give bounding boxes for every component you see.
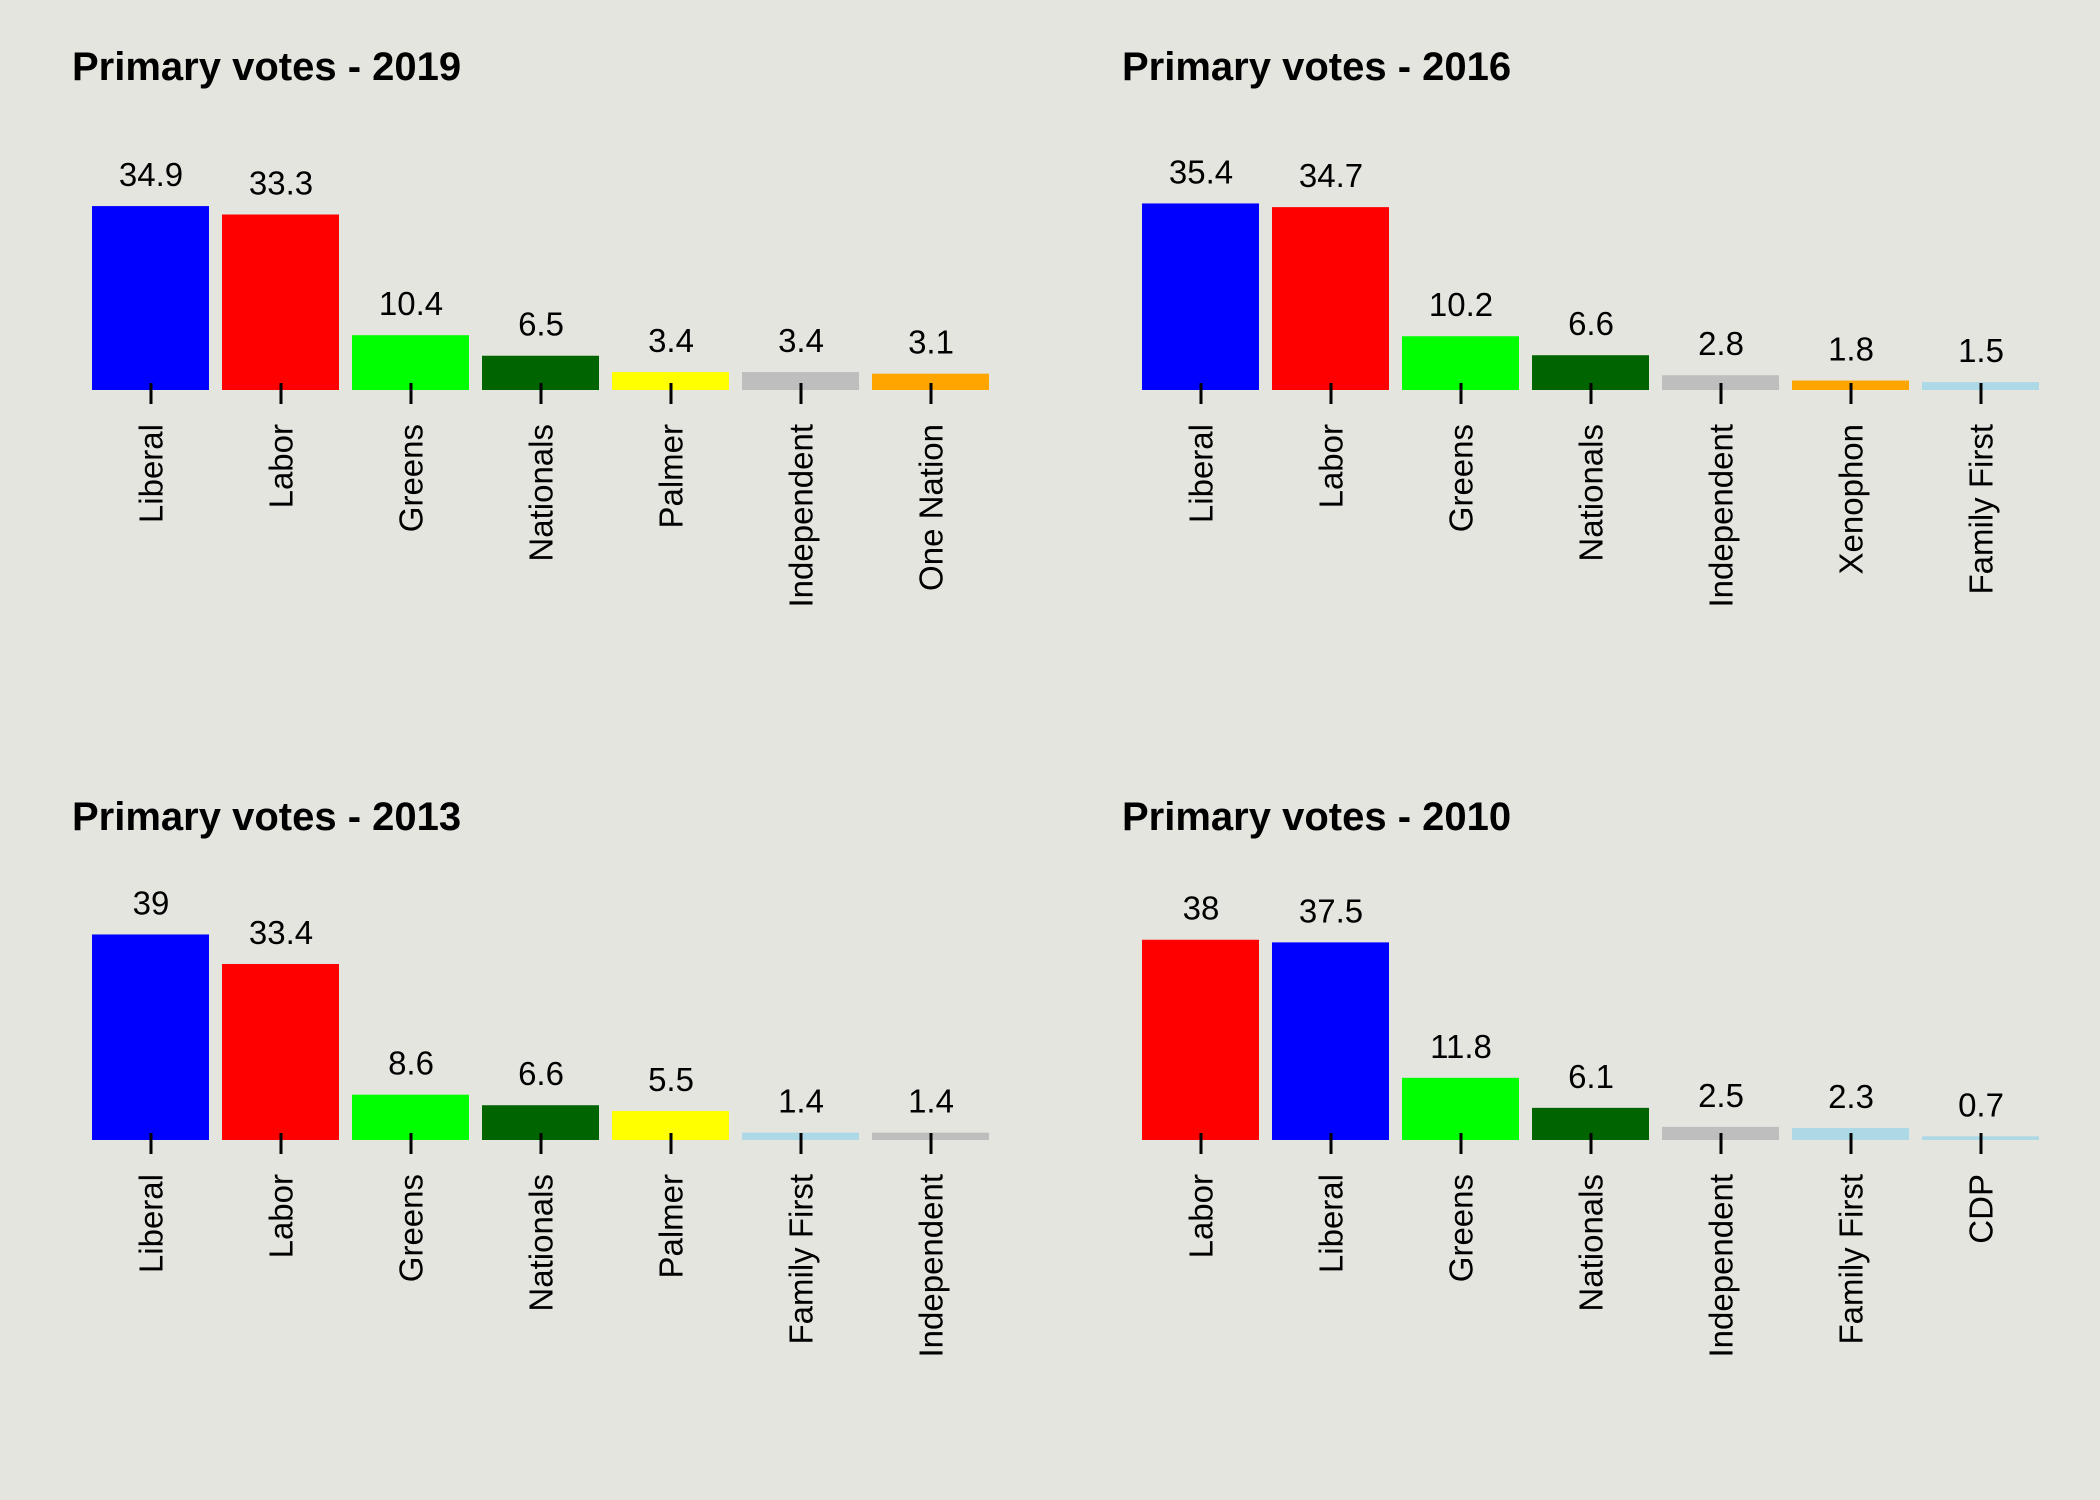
x-tick-label: Liberal xyxy=(133,424,170,523)
data-label: 2.8 xyxy=(1698,325,1744,362)
data-label: 1.4 xyxy=(908,1083,954,1120)
data-label: 3.4 xyxy=(648,322,694,359)
chart-title: Primary votes - 2016 xyxy=(1122,45,1511,89)
data-label: 5.5 xyxy=(648,1061,694,1098)
bar-palmer xyxy=(612,372,729,390)
x-tick-label: Liberal xyxy=(1183,424,1220,523)
x-tick-label: One Nation xyxy=(913,424,950,591)
data-label: 1.8 xyxy=(1828,331,1874,368)
bar-greens xyxy=(1402,1077,1519,1140)
x-tick-label: Nationals xyxy=(523,424,560,562)
x-tick-label: Independent xyxy=(783,424,820,608)
x-tick-label: Greens xyxy=(393,424,430,532)
bar-liberal xyxy=(1272,942,1389,1140)
data-label: 6.6 xyxy=(1568,305,1614,342)
bar-greens xyxy=(352,1094,469,1140)
x-tick-label: Palmer xyxy=(653,424,690,529)
bar-labor xyxy=(1142,939,1259,1140)
data-label: 8.6 xyxy=(388,1045,434,1082)
x-tick-label: Nationals xyxy=(1573,424,1610,562)
chart-title: Primary votes - 2019 xyxy=(72,45,461,89)
data-label: 35.4 xyxy=(1169,153,1233,190)
data-label: 2.3 xyxy=(1828,1078,1874,1115)
data-label: 34.7 xyxy=(1299,157,1363,194)
x-tick-label: Palmer xyxy=(653,1174,690,1279)
x-tick-label: Family First xyxy=(783,1174,820,1344)
x-tick-label: Greens xyxy=(1443,1174,1480,1282)
x-tick-label: Independent xyxy=(913,1174,950,1358)
x-tick-label: Labor xyxy=(263,1174,300,1258)
data-label: 37.5 xyxy=(1299,892,1363,929)
data-label: 6.5 xyxy=(518,306,564,343)
bar-labor xyxy=(222,214,339,390)
chart-panel-2: Primary votes - 2016 35.4 Liberal 34.7 Labor… xyxy=(1122,45,2039,608)
x-tick-label: Independent xyxy=(1703,1174,1740,1358)
chart-panel-4: Primary votes - 2010 38 Labor 37.5 Liberal 11… xyxy=(1122,795,2039,1358)
x-tick-label: Xenophon xyxy=(1833,424,1870,574)
data-label: 38 xyxy=(1183,890,1220,927)
chart-title: Primary votes - 2010 xyxy=(1122,795,1511,839)
x-tick-label: Independent xyxy=(1703,424,1740,608)
bar-greens xyxy=(1402,336,1519,390)
bar-liberal xyxy=(92,206,209,390)
data-label: 11.8 xyxy=(1430,1028,1492,1065)
x-tick-label: Labor xyxy=(1313,424,1350,508)
data-label: 6.1 xyxy=(1568,1058,1614,1095)
x-tick-label: Labor xyxy=(263,424,300,508)
bar-independent xyxy=(742,372,859,390)
chart-title: Primary votes - 2013 xyxy=(72,795,461,839)
data-label: 33.4 xyxy=(249,914,313,951)
chart-panel-1: Primary votes - 2019 34.9 Liberal 33.3 Labor… xyxy=(72,45,989,608)
data-label: 10.4 xyxy=(379,285,443,322)
data-label: 0.7 xyxy=(1958,1086,2004,1123)
bar-labor xyxy=(222,963,339,1140)
x-tick-label: Greens xyxy=(1443,424,1480,532)
data-label: 39 xyxy=(133,884,170,921)
x-tick-label: CDP xyxy=(1963,1174,2000,1244)
data-label: 3.1 xyxy=(908,324,954,361)
x-tick-label: Family First xyxy=(1833,1174,1870,1344)
data-label: 1.5 xyxy=(1958,332,2004,369)
bar-labor xyxy=(1272,207,1389,390)
x-tick-label: Liberal xyxy=(133,1174,170,1273)
x-tick-label: Greens xyxy=(393,1174,430,1282)
data-label: 2.5 xyxy=(1698,1077,1744,1114)
x-tick-label: Nationals xyxy=(523,1174,560,1312)
data-label: 34.9 xyxy=(119,156,183,193)
chart-panel-3: Primary votes - 2013 39 Liberal 33.4 Labor 8.… xyxy=(72,795,989,1358)
x-tick-label: Nationals xyxy=(1573,1174,1610,1312)
data-label: 1.4 xyxy=(778,1083,824,1120)
x-tick-label: Liberal xyxy=(1313,1174,1350,1273)
data-label: 10.2 xyxy=(1429,286,1493,323)
bar-one-nation xyxy=(872,373,989,390)
bar-greens xyxy=(352,335,469,390)
data-label: 3.4 xyxy=(778,322,824,359)
bar-liberal xyxy=(1142,203,1259,390)
bar-liberal xyxy=(92,934,209,1140)
bar-independent xyxy=(1662,375,1779,390)
x-tick-label: Labor xyxy=(1183,1174,1220,1258)
data-label: 33.3 xyxy=(249,165,313,202)
data-label: 6.6 xyxy=(518,1055,564,1092)
x-tick-label: Family First xyxy=(1963,424,2000,594)
